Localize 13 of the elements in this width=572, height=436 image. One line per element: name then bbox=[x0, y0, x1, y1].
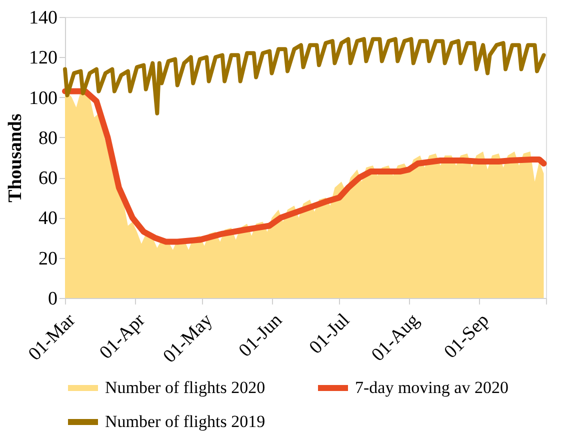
line-series bbox=[63, 37, 546, 116]
y-axis-title: Thousands bbox=[5, 114, 26, 202]
y-tick-label: 100 bbox=[29, 88, 58, 109]
legend-label: Number of flights 2019 bbox=[105, 412, 266, 431]
legend-label: 7-day moving av 2020 bbox=[355, 378, 508, 397]
y-tick-label: 140 bbox=[29, 8, 58, 28]
y-tick-label: 120 bbox=[29, 48, 58, 69]
legend-label: Number of flights 2020 bbox=[105, 378, 266, 397]
y-tick-label: 0 bbox=[48, 288, 58, 310]
y-tick-label: 80 bbox=[38, 128, 58, 149]
y-tick-label: 20 bbox=[38, 248, 58, 270]
y-tick-label: 60 bbox=[38, 168, 58, 190]
y-tick-label: 40 bbox=[38, 208, 58, 230]
